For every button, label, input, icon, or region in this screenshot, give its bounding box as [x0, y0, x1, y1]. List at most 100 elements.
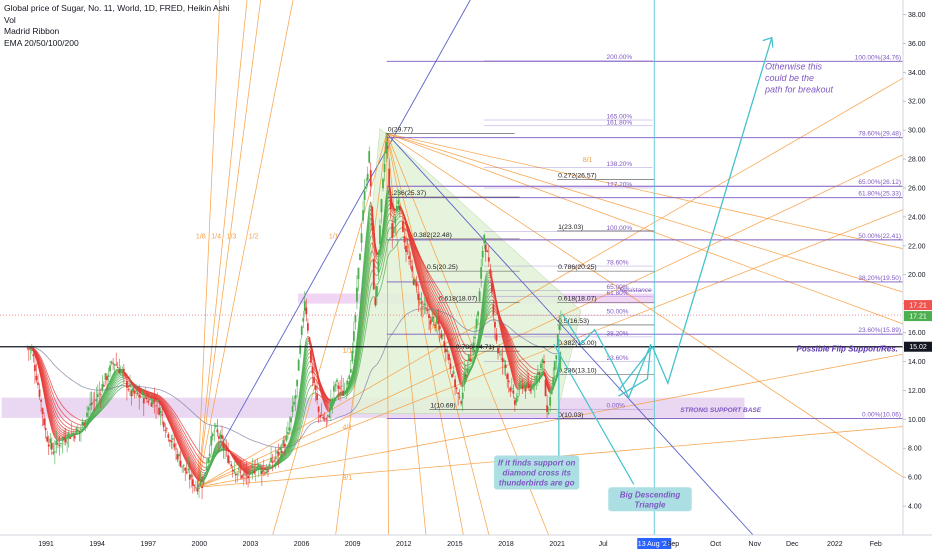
candle-body: [42, 408, 44, 414]
candle-body: [109, 366, 111, 372]
x-tick-label-5: 2006: [294, 541, 310, 548]
candle-body: [502, 358, 504, 362]
candle-body: [552, 377, 554, 385]
thunderbirds-note-line-0: If it finds support on: [498, 458, 575, 467]
candle-body: [230, 464, 232, 466]
candle-body: [539, 373, 541, 375]
candle-body: [276, 451, 278, 454]
candle-body: [499, 352, 501, 353]
candle-body: [266, 472, 268, 474]
fib-level-label-0: 0(29.77): [388, 126, 413, 133]
candle-body: [371, 207, 373, 230]
x-tick-label-15: Oct: [710, 541, 721, 548]
y-tick-label-13: 28.00: [908, 157, 926, 164]
candle-body: [486, 251, 488, 252]
y-tick-label-2: 6.00: [908, 475, 922, 482]
symbol-title[interactable]: Global price of Sugar, No. 11, World, 1D…: [4, 3, 230, 15]
long-level-label-6: 23.60%(15.89): [858, 327, 901, 334]
candle-body: [183, 465, 185, 466]
y-tick-label-10: 22.00: [908, 243, 926, 250]
candle-body: [339, 388, 341, 389]
candle-body: [305, 308, 307, 315]
fan-label-1: 1/4: [211, 234, 221, 241]
candle-body: [57, 443, 59, 444]
candle-body: [445, 349, 447, 352]
fan-label-0: 1/8: [196, 234, 206, 241]
candle-body: [106, 376, 108, 380]
candle-body: [281, 451, 283, 453]
candle-body: [163, 422, 165, 427]
candle-body: [164, 430, 166, 431]
candle-body: [241, 475, 243, 478]
long-level-label-5: 38.20%(19.50): [858, 275, 901, 282]
candle-body: [131, 390, 133, 396]
candle-body: [388, 169, 390, 188]
candle-body: [428, 314, 430, 318]
candle-body: [52, 452, 54, 453]
candle-body: [252, 467, 254, 468]
candle-body: [535, 376, 537, 382]
y-tick-label-17: 36.00: [908, 41, 926, 48]
candle-body: [313, 377, 315, 383]
indicator-vol[interactable]: Vol: [4, 15, 230, 27]
x-tick-label-7: 2012: [396, 541, 412, 548]
fib-level-label-7: 0.272(26.57): [558, 173, 597, 180]
candle-body: [218, 436, 220, 439]
candle-body: [451, 374, 453, 377]
candle-body: [98, 393, 100, 394]
candle-body: [263, 469, 265, 471]
candle-body: [249, 469, 251, 475]
candle-body: [399, 206, 401, 211]
candle-body: [511, 388, 513, 389]
indicator-ema[interactable]: EMA 20/50/100/200: [4, 38, 230, 50]
candle-body: [68, 433, 70, 437]
indicator-madrid-ribbon[interactable]: Madrid Ribbon: [4, 26, 230, 38]
candle-body: [361, 233, 363, 243]
candle-body: [437, 321, 439, 324]
candle-body: [154, 400, 156, 402]
candle-body: [433, 317, 435, 318]
candle-body: [135, 391, 137, 392]
candle-body: [151, 403, 153, 407]
candle-body: [497, 348, 499, 353]
fib-level-label-9: 0.786(20.25): [558, 264, 597, 271]
candle-body: [269, 464, 271, 467]
candle-body: [460, 401, 462, 403]
fan-label-8: 8/1: [342, 475, 352, 482]
candle-body: [528, 384, 530, 387]
candle-body: [189, 474, 191, 479]
candle-body: [60, 443, 62, 444]
candle-body: [368, 151, 370, 162]
fan-label-7: 4/1: [342, 424, 352, 431]
candle-body: [554, 361, 556, 371]
candle-body: [546, 405, 548, 412]
candle-body: [259, 466, 261, 467]
candle-body: [203, 477, 205, 484]
candle-body: [417, 294, 419, 300]
candle-body: [174, 444, 176, 448]
candle-body: [95, 399, 97, 400]
candle-body: [382, 179, 384, 188]
y-tick-label-1: 4.00: [908, 504, 922, 511]
candle-body: [28, 348, 30, 349]
fan-label-4: 1/1: [329, 234, 339, 241]
candle-body: [370, 170, 372, 186]
candle-body: [235, 474, 237, 476]
candle-body: [200, 482, 202, 485]
candle-body: [186, 471, 188, 473]
candle-body: [227, 455, 229, 463]
candle-body: [82, 422, 84, 425]
y-tick-label-16: 34.00: [908, 70, 926, 77]
candle-body: [275, 457, 277, 459]
candle-body: [298, 360, 300, 371]
candle-body: [414, 280, 416, 284]
candle-body: [140, 396, 142, 397]
x-tick-label-8: 2015: [447, 541, 463, 548]
pct-level-label-2: 161.80%: [607, 119, 633, 126]
candle-body: [466, 369, 468, 372]
candle-body: [144, 394, 146, 398]
price-badge-2-label: 17.21: [909, 314, 927, 321]
candle-body: [105, 373, 107, 380]
candle-body: [129, 385, 131, 387]
